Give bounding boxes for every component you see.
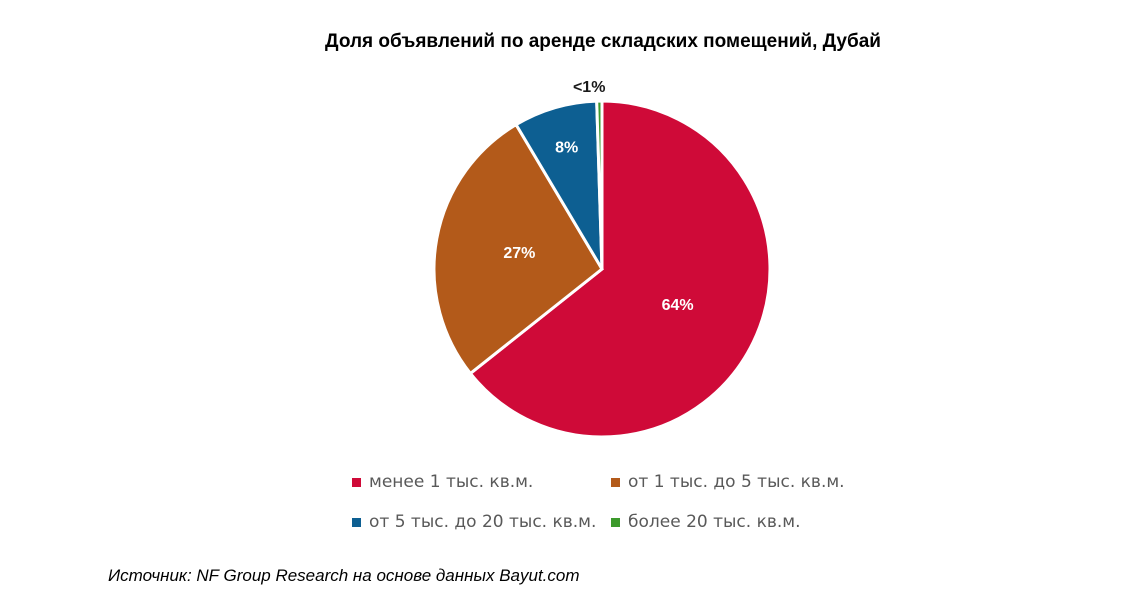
legend-item-1: от 1 тыс. до 5 тыс. кв.м. <box>611 472 845 492</box>
chart-title: Доля объявлений по аренде складских поме… <box>325 31 881 52</box>
legend-swatch-2 <box>352 517 361 527</box>
legend-item-2: от 5 тыс. до 20 тыс. кв.м. <box>352 512 596 532</box>
pie-slice-3 <box>595 99 604 270</box>
pie-label-2: 8% <box>555 139 578 156</box>
legend-swatch-0 <box>352 477 361 487</box>
pie-label-0: 64% <box>662 297 694 314</box>
legend-item-3: более 20 тыс. кв.м. <box>611 512 801 532</box>
pie-label-3: <1% <box>573 79 605 96</box>
source-note: Источник: NF Group Research на основе да… <box>108 566 580 585</box>
legend-swatch-1 <box>611 477 620 487</box>
legend-label-1: от 1 тыс. до 5 тыс. кв.м. <box>628 472 845 492</box>
legend-swatch-3 <box>611 517 620 527</box>
legend-label-2: от 5 тыс. до 20 тыс. кв.м. <box>369 512 597 532</box>
pie-slice-0 <box>468 99 772 439</box>
pie-chart: 64% 27% 8% <1% <box>432 79 772 439</box>
pie-slice-1 <box>432 122 604 376</box>
legend-label-0: менее 1 тыс. кв.м. <box>369 472 534 492</box>
pie-label-1: 27% <box>503 245 535 262</box>
legend-label-3: более 20 тыс. кв.м. <box>628 512 801 532</box>
legend-item-0: менее 1 тыс. кв.м. <box>352 472 533 492</box>
